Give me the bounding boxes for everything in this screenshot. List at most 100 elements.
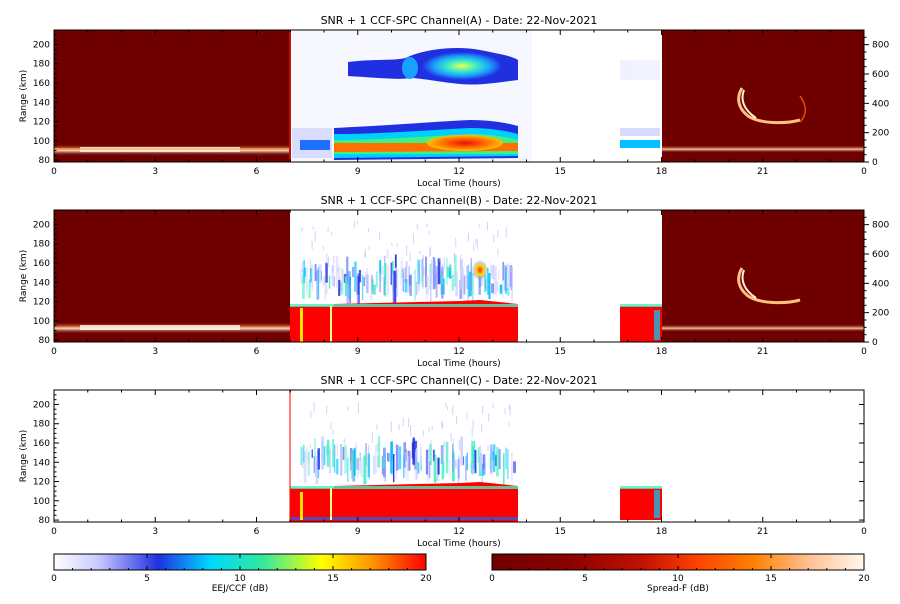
- panel-c: [54, 390, 864, 522]
- panel-a-boundary-mark: [289, 30, 291, 162]
- echo-streak: [377, 455, 379, 468]
- echo-speckle: [311, 240, 313, 250]
- echo-speckle: [443, 442, 445, 447]
- echo-streak: [356, 276, 360, 295]
- panel-a-ccf-band: [348, 48, 518, 85]
- echo-streak: [430, 272, 432, 306]
- echo-speckle: [312, 226, 314, 230]
- echo-streak: [408, 266, 410, 293]
- echo-speckle: [452, 405, 454, 415]
- echo-speckle: [490, 265, 492, 276]
- echo-streak: [416, 447, 418, 480]
- echo-speckle: [450, 432, 452, 442]
- echo-streak: [405, 449, 407, 461]
- echo-streak: [401, 268, 403, 279]
- echo-streak: [379, 260, 382, 283]
- echo-streak: [449, 268, 451, 279]
- echo-streak: [354, 261, 357, 292]
- echo-speckle: [509, 406, 511, 416]
- echo-streak: [495, 281, 499, 292]
- echo-speckle: [442, 422, 444, 429]
- panel-c-ylabel: Range (km): [19, 430, 29, 482]
- echo-speckle: [481, 424, 483, 433]
- echo-speckle: [376, 423, 378, 430]
- echo-speckle: [441, 420, 443, 429]
- echo-streak: [404, 279, 408, 293]
- echo-streak: [466, 452, 468, 471]
- echo-streak: [417, 272, 419, 295]
- echo-speckle: [416, 224, 418, 229]
- echo-streak: [346, 271, 349, 305]
- y-tick-label: 140: [33, 458, 50, 468]
- echo-streak: [511, 269, 513, 302]
- echo-streak: [317, 448, 320, 470]
- echo-streak: [332, 439, 335, 468]
- panel-b-xlabel: Local Time (hours): [417, 359, 500, 369]
- echo-speckle: [439, 258, 441, 262]
- y-tick-label: 180: [33, 420, 50, 430]
- y-tick-label: 80: [39, 336, 51, 346]
- echo-streak: [491, 264, 495, 280]
- echo-streak: [403, 454, 405, 478]
- panel-a-eej-band: [292, 120, 660, 160]
- echo-streak: [474, 449, 477, 474]
- echo-streak: [353, 447, 356, 476]
- echo-speckle: [505, 227, 507, 239]
- echo-streak: [402, 283, 404, 293]
- echo-streak: [407, 450, 411, 471]
- x-tick-label: 9: [355, 167, 361, 177]
- echo-streak: [403, 442, 406, 468]
- echo-speckle: [476, 238, 478, 250]
- echo-speckle: [371, 432, 373, 443]
- echo-streak: [444, 438, 446, 464]
- echo-streak: [373, 456, 376, 475]
- echo-speckle: [488, 413, 490, 422]
- echo-streak: [422, 255, 424, 289]
- echo-streak: [400, 261, 402, 285]
- echo-streak: [437, 258, 441, 285]
- echo-streak: [417, 259, 421, 285]
- y-tick-label: 120: [33, 478, 50, 488]
- echo-streak: [313, 455, 315, 473]
- echo-streak: [392, 273, 395, 304]
- echo-streak: [502, 453, 505, 487]
- echo-streak: [473, 441, 476, 469]
- echo-streak: [465, 456, 467, 481]
- echo-streak: [378, 273, 381, 287]
- echo-speckle: [387, 249, 389, 259]
- x-tick-label: 6: [254, 347, 260, 357]
- echo-streak: [466, 266, 469, 289]
- x-tick-label: 3: [152, 167, 158, 177]
- echo-speckle: [406, 261, 408, 267]
- echo-streak: [334, 444, 336, 473]
- echo-speckle: [310, 411, 312, 418]
- echo-streak: [390, 441, 393, 474]
- echo-speckle: [368, 444, 369, 455]
- panel-b-ylabel: Range (km): [19, 250, 29, 302]
- echo-speckle: [428, 230, 430, 234]
- echo-streak: [305, 446, 308, 461]
- echo-streak: [421, 268, 423, 287]
- echo-streak: [359, 452, 361, 474]
- echo-streak: [398, 446, 402, 470]
- echo-streak: [453, 459, 457, 469]
- x-tick-label: 15: [555, 527, 566, 537]
- echo-speckle: [326, 405, 328, 414]
- echo-streak: [396, 269, 399, 297]
- echo-streak: [336, 458, 339, 475]
- panel-a-axes: 0 3 6 9 12 15 18 21 0801001201401601802000200400…: [33, 30, 889, 177]
- panel-a-spreadf-night-left: [54, 30, 290, 162]
- echo-speckle: [314, 231, 316, 242]
- echo-speckle: [301, 227, 303, 232]
- echo-streak: [345, 276, 347, 296]
- echo-streak: [419, 447, 422, 467]
- echo-speckle: [364, 253, 365, 257]
- echo-speckle: [377, 443, 379, 452]
- echo-speckle: [493, 234, 495, 243]
- y-tick-label: 180: [33, 240, 50, 250]
- echo-streak: [338, 279, 341, 296]
- echo-streak: [387, 265, 389, 296]
- x-tick-label: 9: [355, 527, 361, 537]
- echo-streak: [415, 281, 418, 296]
- echo-speckle: [471, 428, 473, 438]
